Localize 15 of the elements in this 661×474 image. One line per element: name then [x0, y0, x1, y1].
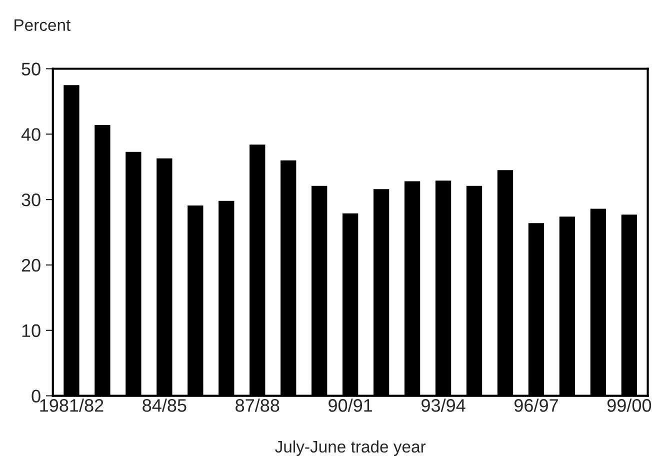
x-tick-label: 99/00 — [607, 398, 652, 412]
x-tick-label: 84/85 — [142, 398, 186, 412]
x-tick-label: 96/97 — [514, 398, 558, 412]
x-tick-label: 93/94 — [422, 398, 466, 412]
x-tick-label: 90/91 — [328, 398, 372, 412]
y-tick-label: 40 — [21, 128, 40, 141]
x-axis-title: July-June trade year — [275, 440, 426, 456]
y-axis-title: Percent — [14, 19, 71, 31]
y-tick-label: 20 — [22, 258, 40, 272]
y-tick-label: 30 — [22, 193, 40, 206]
y-tick-label: 50 — [22, 62, 40, 76]
x-tick-label: 1981/82 — [40, 398, 104, 412]
x-tick-label: 87/88 — [236, 398, 280, 412]
y-tick-label: 0 — [32, 390, 40, 403]
y-tick-label: 10 — [22, 324, 40, 338]
